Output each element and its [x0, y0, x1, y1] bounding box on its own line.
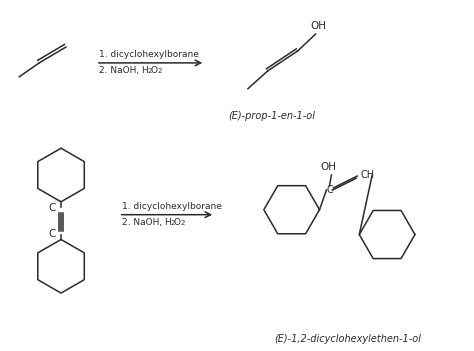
Text: O: O [173, 218, 181, 227]
Text: 2: 2 [170, 220, 175, 226]
Text: C: C [49, 229, 56, 239]
Text: 2. NaOH, H: 2. NaOH, H [99, 66, 148, 75]
Text: OH: OH [320, 162, 337, 172]
Text: (E)-prop-1-en-1-ol: (E)-prop-1-en-1-ol [228, 111, 315, 120]
Text: 1. dicyclohexylborane: 1. dicyclohexylborane [99, 50, 199, 59]
Text: (E)-1,2-dicyclohexylethen-1-ol: (E)-1,2-dicyclohexylethen-1-ol [274, 334, 421, 344]
Text: 1. dicyclohexylborane: 1. dicyclohexylborane [122, 202, 221, 211]
Text: O: O [151, 66, 157, 75]
Text: CH: CH [360, 170, 374, 180]
Text: OH: OH [310, 21, 327, 31]
Text: 2: 2 [157, 68, 162, 74]
Text: C: C [326, 185, 333, 195]
Text: 2: 2 [180, 220, 185, 226]
Text: 2: 2 [147, 68, 152, 74]
Text: 2. NaOH, H: 2. NaOH, H [122, 218, 172, 227]
Text: C: C [49, 203, 56, 213]
